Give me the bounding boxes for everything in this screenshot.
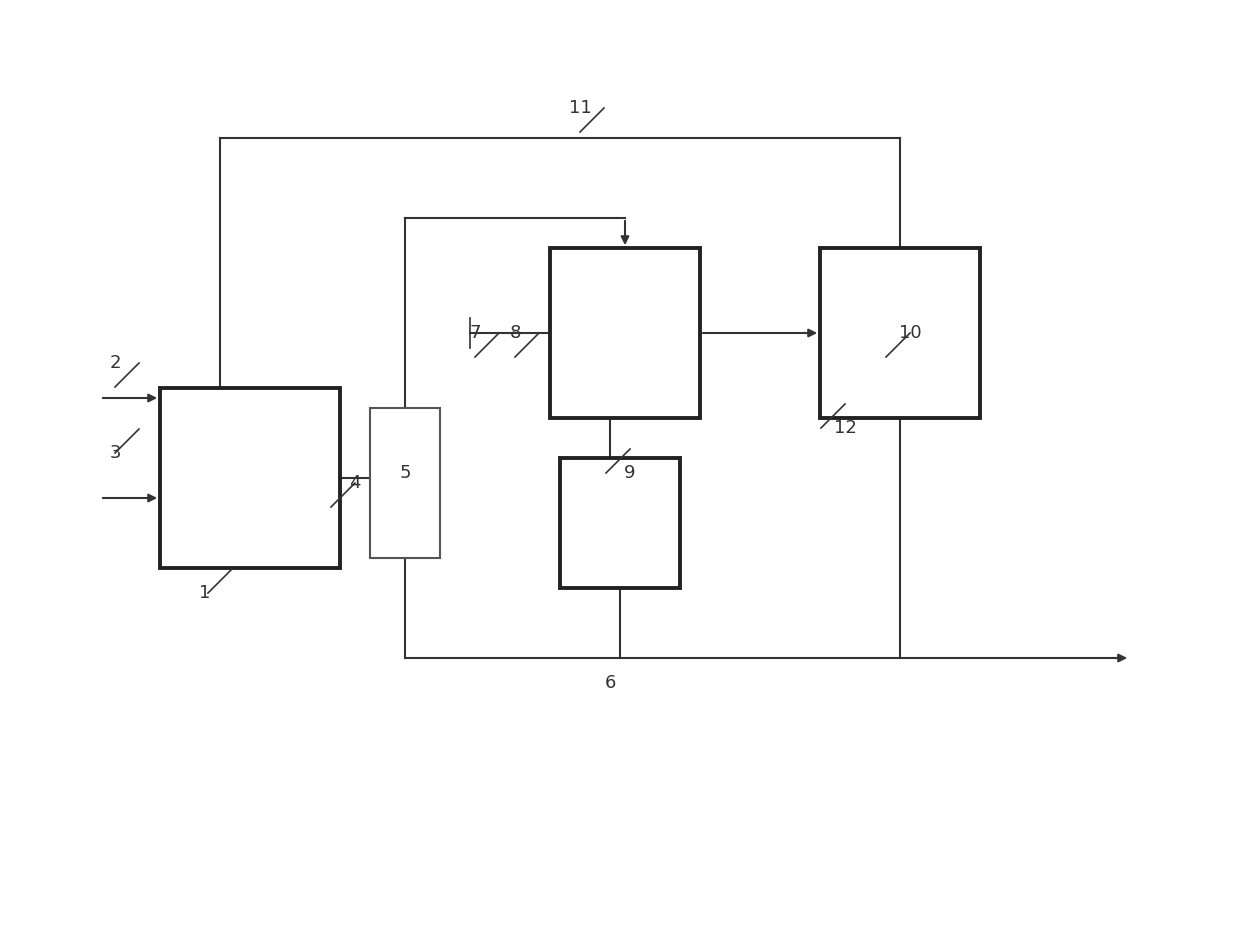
Text: 3: 3 bbox=[109, 444, 120, 462]
Text: 1: 1 bbox=[200, 584, 211, 602]
Text: 4: 4 bbox=[350, 474, 361, 492]
Text: 8: 8 bbox=[510, 324, 521, 342]
FancyBboxPatch shape bbox=[160, 388, 340, 568]
Text: 7: 7 bbox=[469, 324, 481, 342]
FancyBboxPatch shape bbox=[551, 248, 701, 418]
Text: 11: 11 bbox=[569, 99, 591, 117]
FancyBboxPatch shape bbox=[820, 248, 980, 418]
Text: 10: 10 bbox=[899, 324, 921, 342]
FancyBboxPatch shape bbox=[370, 408, 440, 558]
Text: 6: 6 bbox=[604, 674, 616, 692]
Text: 9: 9 bbox=[624, 464, 636, 482]
Text: 5: 5 bbox=[399, 464, 410, 482]
Text: 12: 12 bbox=[833, 419, 857, 437]
Text: 2: 2 bbox=[109, 354, 120, 372]
FancyBboxPatch shape bbox=[560, 458, 680, 588]
